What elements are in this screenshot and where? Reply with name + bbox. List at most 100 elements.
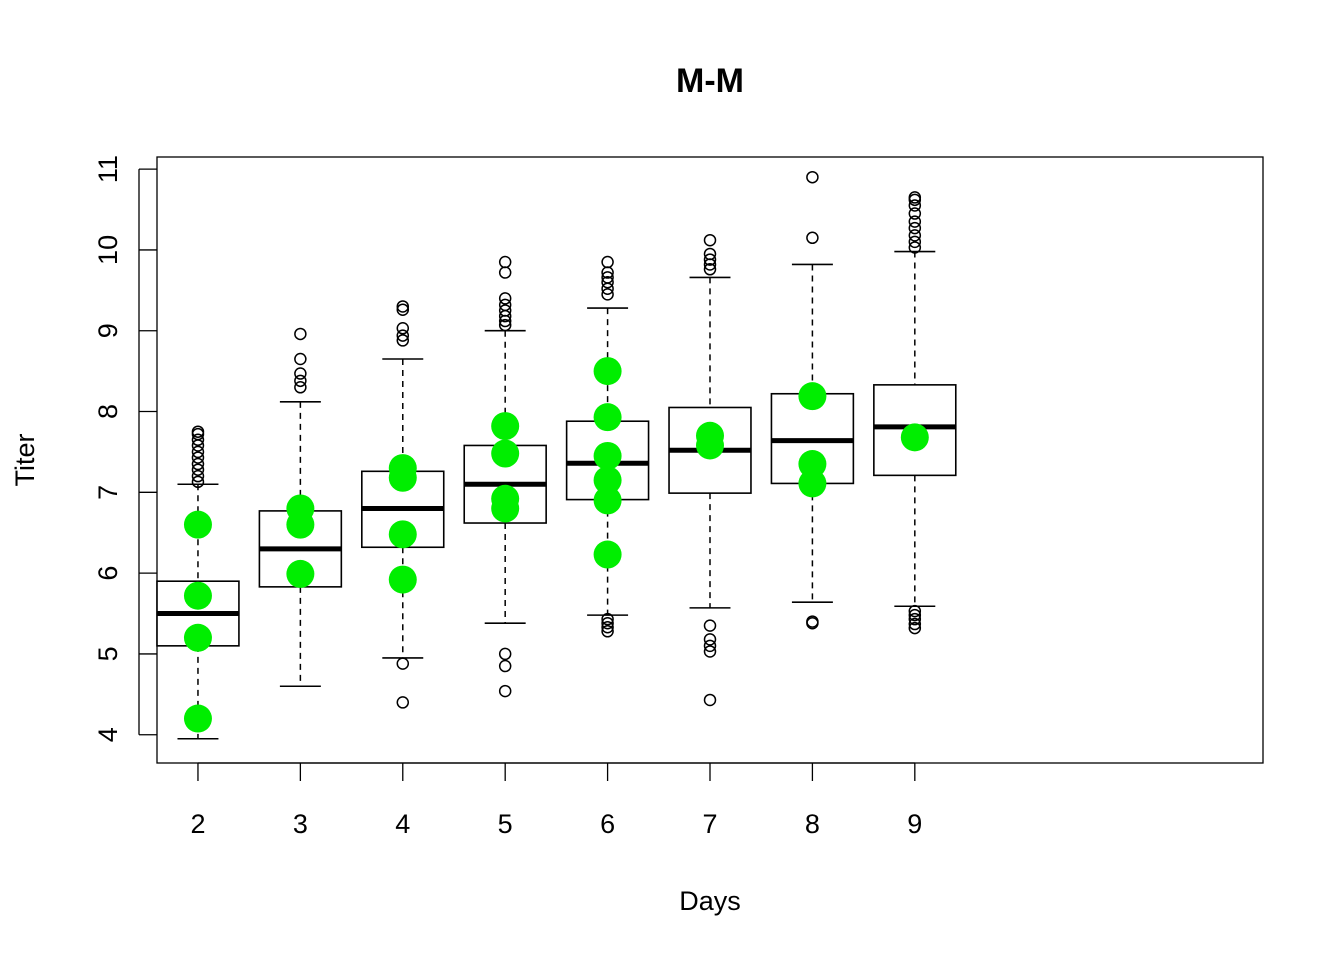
outlier-point	[498, 292, 512, 305]
outlier-point	[191, 445, 205, 459]
x-tick-label: 3	[293, 809, 308, 839]
box-7	[668, 233, 752, 707]
outlier-point	[908, 617, 922, 631]
observed-point	[286, 559, 315, 588]
box-5	[463, 255, 547, 698]
outlier-point	[191, 463, 205, 476]
outlier-point	[294, 327, 307, 341]
outlier-point	[908, 215, 922, 228]
observed-point	[798, 382, 827, 411]
observed-point	[798, 450, 827, 479]
outlier-point	[294, 381, 307, 394]
outlier-point	[396, 696, 410, 709]
observed-point	[183, 510, 212, 539]
observed-point	[183, 581, 212, 610]
y-tick-label: 11	[93, 155, 123, 183]
outlier-point	[396, 334, 410, 347]
y-tick-label: 6	[93, 566, 123, 581]
outlier-point	[703, 247, 717, 261]
boxes-group	[156, 170, 957, 740]
x-tick-label: 6	[600, 809, 615, 839]
observed-point	[388, 520, 417, 549]
outlier-point	[191, 433, 205, 447]
box-4	[361, 300, 445, 709]
y-axis-label: Titer	[10, 433, 40, 486]
outlier-point	[601, 275, 614, 289]
outlier-point	[908, 612, 922, 626]
observed-point	[593, 403, 622, 432]
chart-title: M-M	[676, 62, 744, 100]
box-9	[873, 191, 957, 635]
y-tick-label: 5	[93, 646, 123, 661]
outlier-point	[601, 271, 614, 284]
outlier-point	[703, 263, 717, 276]
outlier-point	[498, 255, 512, 269]
x-tick-label: 5	[498, 809, 513, 839]
outlier-point	[601, 255, 614, 269]
outlier-point	[498, 298, 512, 312]
outlier-point	[191, 425, 205, 438]
x-tick-label: 7	[702, 809, 717, 839]
observed-point	[183, 704, 212, 733]
x-tick-label: 9	[907, 809, 922, 839]
outlier-point	[703, 633, 717, 646]
outlier-point	[908, 191, 922, 204]
observed-point	[388, 565, 417, 594]
outlier-point	[908, 229, 922, 242]
outlier-point	[191, 457, 205, 471]
observed-point	[593, 441, 622, 470]
outlier-point	[908, 235, 922, 249]
outlier-point	[806, 170, 819, 184]
outlier-point	[396, 329, 410, 342]
outlier-point	[908, 199, 922, 212]
outlier-point	[806, 231, 819, 245]
outlier-point	[498, 647, 512, 661]
observed-point	[593, 466, 622, 495]
outlier-point	[908, 207, 922, 220]
observed-point	[696, 421, 724, 450]
outlier-point	[703, 645, 717, 658]
y-tick-label: 7	[93, 485, 123, 500]
outlier-point	[396, 300, 410, 313]
y-tick-label: 10	[93, 235, 123, 265]
observed-point	[593, 486, 622, 515]
outlier-point	[703, 253, 717, 266]
outlier-point	[191, 469, 205, 483]
outlier-point	[908, 221, 922, 235]
outlier-point	[601, 621, 614, 634]
x-axis-label: Days	[679, 886, 741, 916]
outlier-point	[601, 612, 614, 626]
y-tick-label: 9	[93, 323, 123, 338]
observed-point	[491, 439, 520, 468]
outlier-point	[703, 639, 717, 653]
observed-point	[900, 423, 929, 452]
outlier-point	[498, 266, 512, 279]
outlier-point	[601, 625, 614, 638]
outlier-point	[294, 352, 307, 366]
observed-point	[491, 484, 520, 513]
points-group	[183, 357, 929, 733]
outlier-point	[191, 451, 205, 464]
observed-point	[798, 469, 827, 498]
x-tick-label: 4	[395, 809, 410, 839]
x-axis: 2 3 4 5 6 7 8 9	[190, 762, 922, 839]
outlier-point	[396, 657, 410, 670]
observed-point	[491, 412, 520, 441]
observed-point	[286, 494, 315, 523]
y-tick-label: 4	[93, 727, 123, 742]
observed-point	[593, 540, 622, 569]
x-tick-label: 2	[190, 809, 205, 839]
outlier-point	[294, 367, 307, 380]
outlier-point	[908, 241, 922, 254]
outlier-point	[396, 322, 410, 335]
outlier-point	[396, 303, 410, 316]
outlier-point	[498, 318, 512, 332]
outlier-point	[703, 619, 717, 632]
observed-point	[593, 357, 622, 386]
observed-point	[183, 623, 212, 652]
outlier-point	[806, 615, 819, 628]
observed-point	[388, 454, 417, 483]
outlier-point	[703, 233, 717, 247]
outlier-point	[601, 288, 614, 301]
